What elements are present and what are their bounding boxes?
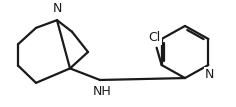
Text: Cl: Cl	[148, 31, 161, 44]
Text: N: N	[205, 68, 214, 81]
Text: NH: NH	[93, 85, 111, 98]
Text: N: N	[52, 2, 62, 15]
